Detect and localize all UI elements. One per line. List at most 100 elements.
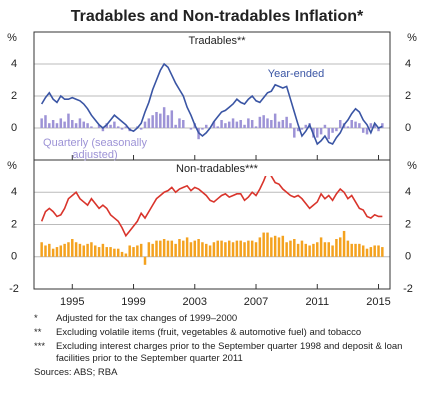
- bar: [369, 247, 373, 257]
- bar: [293, 128, 296, 138]
- chart: Tradables and Non-tradables Inflation* %…: [7, 8, 417, 308]
- bar: [262, 115, 265, 128]
- bar: [201, 128, 204, 130]
- bar: [350, 120, 353, 128]
- y-unit: %: [7, 32, 17, 44]
- bar: [235, 121, 239, 128]
- bar: [327, 128, 330, 140]
- bar: [136, 245, 139, 257]
- bar: [312, 243, 315, 257]
- bar: [74, 123, 78, 128]
- line: [40, 169, 383, 238]
- bar: [151, 115, 154, 128]
- y-unit: %: [7, 160, 17, 172]
- bar: [82, 121, 86, 128]
- note: *** Excluding interest charges prior to t…: [34, 341, 424, 365]
- bar: [90, 126, 93, 128]
- chart-title: Tradables and Non-tradables Inflation*: [71, 8, 364, 25]
- bar: [243, 242, 246, 257]
- bar: [323, 242, 327, 257]
- bar: [40, 242, 43, 257]
- bar: [266, 118, 269, 128]
- bar: [116, 126, 120, 128]
- bar: [270, 120, 273, 128]
- bar: [216, 240, 219, 257]
- bar: [350, 243, 353, 257]
- bar: [155, 240, 158, 257]
- y-tick-label: 4: [11, 186, 17, 198]
- bar: [67, 113, 70, 128]
- bar: [51, 120, 55, 128]
- bar: [139, 128, 143, 130]
- bar: [205, 124, 208, 128]
- bar: [182, 240, 185, 257]
- bar: [109, 247, 112, 257]
- bar: [116, 248, 120, 257]
- bar: [124, 253, 128, 257]
- bar: [319, 128, 323, 135]
- bar: [178, 239, 181, 257]
- y-tick-label: 0: [11, 122, 17, 134]
- bar: [277, 121, 281, 128]
- y-tick-label: 4: [405, 186, 411, 198]
- bar: [231, 118, 235, 128]
- bar: [381, 247, 384, 257]
- note-text: Excluding volatile items (fruit, vegetab…: [56, 327, 362, 338]
- bar: [82, 245, 86, 257]
- bar: [212, 121, 216, 128]
- bar: [170, 240, 174, 257]
- bar: [55, 123, 59, 128]
- bar: [254, 242, 258, 257]
- bar: [201, 242, 204, 257]
- bar: [373, 124, 376, 128]
- y-unit: %: [407, 160, 417, 172]
- note-marker: *: [34, 313, 38, 324]
- bar: [327, 242, 330, 257]
- bar: [128, 245, 131, 257]
- bar: [170, 110, 174, 128]
- bar: [231, 242, 235, 257]
- bar: [323, 124, 327, 128]
- bar: [365, 248, 369, 257]
- bar: [266, 232, 269, 257]
- bar: [124, 126, 128, 128]
- bar: [86, 243, 89, 257]
- bar: [162, 107, 166, 128]
- bar: [159, 240, 162, 257]
- bar: [346, 240, 350, 257]
- bar: [220, 240, 223, 257]
- x-tick-label: 2015: [366, 296, 390, 308]
- x-tick-label: 2007: [244, 296, 268, 308]
- bar: [243, 124, 246, 128]
- bar: [235, 240, 239, 257]
- y-tick-label: 0: [405, 251, 411, 263]
- bar: [48, 123, 51, 128]
- bar: [247, 240, 250, 257]
- bar: [254, 126, 258, 128]
- bar: [342, 230, 346, 257]
- panel-frame: [33, 159, 391, 290]
- bar: [40, 118, 43, 128]
- note-text: Adjusted for the tax changes of 1999–200…: [56, 313, 238, 324]
- bar: [270, 237, 273, 257]
- bar: [120, 251, 124, 257]
- note-marker: ***: [34, 341, 46, 352]
- bar: [220, 120, 223, 128]
- x-tick-label: 2011: [305, 296, 329, 308]
- bar: [159, 113, 162, 128]
- line: [40, 62, 383, 146]
- y-tick-label: 0: [405, 122, 411, 134]
- bar: [247, 118, 250, 128]
- panel-title-bg: [150, 162, 284, 176]
- bar: [51, 248, 55, 257]
- bar: [44, 245, 47, 257]
- bar: [293, 239, 296, 257]
- bar: [285, 242, 288, 257]
- bar: [147, 242, 151, 257]
- bar: [381, 123, 384, 128]
- sources: Sources: ABS; RBA: [34, 367, 118, 378]
- bar: [331, 245, 334, 257]
- bar: [358, 243, 361, 257]
- note-text: Excluding interest charges prior to the …: [56, 341, 403, 364]
- y-tick-label: 2: [11, 90, 17, 102]
